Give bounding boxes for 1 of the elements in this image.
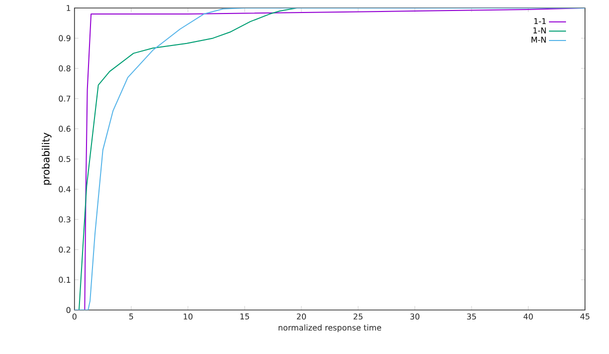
y-axis-title: probability [42,132,52,185]
